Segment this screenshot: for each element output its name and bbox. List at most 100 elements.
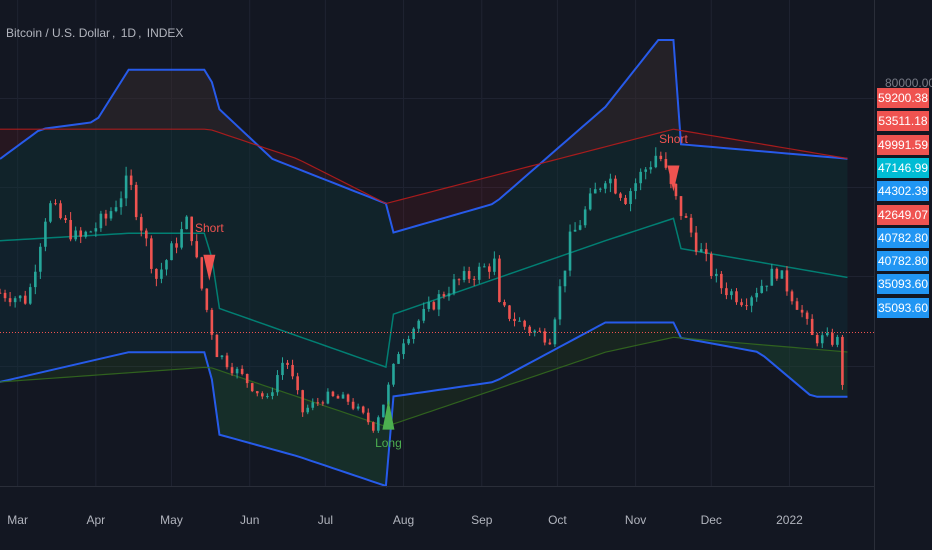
short-signal-label: Short bbox=[195, 220, 224, 235]
time-axis-label: Jun bbox=[240, 513, 260, 527]
price-axis-tag: 40782.80 bbox=[877, 251, 929, 272]
candle-body bbox=[538, 330, 542, 332]
candle-body bbox=[306, 407, 310, 413]
candle-body bbox=[255, 391, 259, 394]
candle-body bbox=[356, 406, 360, 409]
candle-body bbox=[634, 183, 637, 192]
candle-body bbox=[437, 294, 441, 310]
candle-body bbox=[225, 355, 229, 368]
candle-body bbox=[301, 390, 304, 413]
candle-body bbox=[543, 331, 547, 343]
candle-body bbox=[286, 362, 289, 365]
time-axis-label: Nov bbox=[624, 513, 647, 527]
candle-body bbox=[836, 336, 839, 345]
candle-body bbox=[155, 268, 158, 279]
candle-body bbox=[291, 364, 294, 377]
candle-body bbox=[326, 391, 330, 404]
time-axis-label: May bbox=[160, 513, 183, 527]
candle-body bbox=[558, 286, 562, 320]
candle-body bbox=[482, 266, 486, 268]
candle-body bbox=[563, 270, 567, 287]
candle-body bbox=[841, 336, 844, 385]
candle-body bbox=[109, 211, 113, 219]
price-axis-tag: 59200.38 bbox=[877, 88, 929, 108]
candle-body bbox=[467, 271, 471, 279]
candle-body bbox=[361, 406, 365, 413]
candle-body bbox=[568, 231, 572, 271]
candle-body bbox=[261, 393, 264, 397]
candle-body bbox=[709, 253, 713, 276]
candle-body bbox=[150, 238, 153, 269]
candle-body bbox=[266, 395, 269, 397]
candle-body bbox=[180, 229, 183, 248]
candle-body bbox=[674, 183, 678, 197]
candle-body bbox=[230, 367, 234, 374]
candle-body bbox=[609, 178, 612, 184]
short-signal-arrow bbox=[203, 254, 216, 281]
candle-body bbox=[341, 394, 345, 399]
candle-body bbox=[346, 394, 350, 402]
time-axis-label: Apr bbox=[86, 513, 106, 527]
outer-lower-band bbox=[0, 321, 848, 488]
candle-body bbox=[745, 305, 748, 307]
candle-body bbox=[34, 271, 37, 288]
candle-body bbox=[139, 217, 143, 231]
long-signal-arrow bbox=[382, 399, 395, 430]
time-axis-label: Mar bbox=[7, 513, 28, 527]
candle-body bbox=[679, 196, 683, 216]
time-axis-label: Sep bbox=[471, 513, 493, 527]
candle-body bbox=[170, 243, 173, 261]
candle-body bbox=[160, 269, 163, 279]
candle-body bbox=[271, 392, 274, 396]
candle-body bbox=[351, 401, 355, 409]
candle-body bbox=[79, 230, 83, 237]
candle-body bbox=[649, 167, 653, 170]
candle-body bbox=[488, 266, 491, 272]
candle-body bbox=[659, 155, 663, 160]
candle-body bbox=[598, 188, 602, 190]
candle-body bbox=[513, 318, 516, 322]
candle-body bbox=[452, 279, 456, 294]
candle-body bbox=[185, 216, 188, 230]
candle-body bbox=[422, 308, 426, 321]
candle-body bbox=[276, 375, 279, 393]
candle-body bbox=[815, 335, 819, 344]
candle-body bbox=[639, 171, 642, 184]
candle-body bbox=[281, 362, 284, 376]
candle-body bbox=[134, 184, 138, 218]
indicator-bands bbox=[0, 39, 848, 488]
candle-body bbox=[311, 402, 315, 408]
candle-body bbox=[593, 189, 597, 194]
interval-label: 1D bbox=[120, 26, 137, 40]
candle-body bbox=[518, 320, 521, 322]
price-axis-tag: 47146.99 bbox=[877, 157, 929, 178]
candle-body bbox=[578, 225, 582, 230]
candle-body bbox=[477, 266, 481, 280]
candle-body bbox=[831, 333, 834, 345]
price-axis-tag: 42649.07 bbox=[877, 204, 929, 225]
time-axis-label: 2022 bbox=[776, 513, 803, 527]
price-axis-tag: 35093.60 bbox=[877, 274, 929, 295]
upper-band-fill bbox=[0, 40, 848, 368]
candle-body bbox=[387, 384, 390, 405]
candle-body bbox=[18, 295, 22, 299]
candle-body bbox=[84, 231, 88, 237]
candle-body bbox=[190, 216, 193, 242]
candle-body bbox=[790, 291, 794, 302]
candle-body bbox=[432, 302, 436, 310]
candle-body bbox=[624, 197, 627, 205]
candle-body bbox=[13, 298, 17, 303]
candle-body bbox=[498, 258, 501, 303]
candle-body bbox=[780, 270, 784, 279]
candle-body bbox=[3, 292, 7, 299]
candle-body bbox=[805, 312, 809, 319]
candle-body bbox=[462, 271, 466, 280]
candle-body bbox=[442, 294, 446, 297]
candle-body bbox=[0, 292, 2, 294]
candle-body bbox=[457, 279, 461, 281]
candle-body bbox=[321, 402, 325, 404]
candle-body bbox=[59, 203, 62, 219]
time-axis-label: Aug bbox=[392, 513, 415, 527]
